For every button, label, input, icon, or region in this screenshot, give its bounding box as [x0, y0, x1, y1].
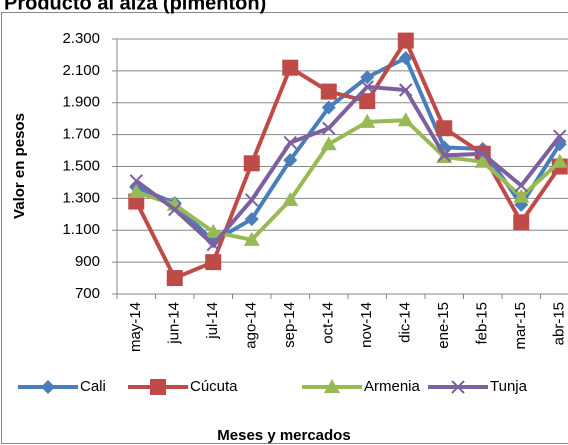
marker — [324, 379, 340, 393]
series-line — [134, 38, 562, 281]
marker — [168, 202, 182, 217]
marker — [166, 270, 183, 287]
marker — [451, 380, 465, 394]
marker — [282, 59, 299, 76]
marker — [129, 174, 143, 188]
y-tick-label: 2.100 — [62, 62, 100, 79]
x-tick-label: jun-14 — [166, 302, 183, 345]
y-tick-label: 1.500 — [62, 157, 100, 174]
marker — [41, 380, 55, 394]
marker — [399, 83, 413, 97]
x-tick-label: oct-14 — [320, 302, 337, 344]
marker — [150, 379, 166, 395]
x-tick-label: nov-14 — [358, 302, 375, 348]
marker — [205, 223, 222, 238]
x-tick-label: sep-14 — [281, 302, 298, 348]
marker — [322, 121, 336, 135]
marker — [283, 153, 298, 168]
marker — [205, 254, 222, 271]
marker — [320, 83, 337, 100]
marker — [320, 136, 337, 151]
marker — [359, 93, 376, 110]
marker — [476, 147, 490, 161]
x-tick-label: jul-14 — [204, 302, 221, 340]
marker — [283, 135, 297, 150]
marker — [243, 155, 260, 172]
y-tick-label: 900 — [75, 253, 100, 270]
marker — [360, 80, 374, 94]
marker — [551, 153, 568, 168]
x-tick-label: may-14 — [127, 302, 144, 352]
marker — [128, 184, 145, 198]
chart-frame — [1, 12, 568, 444]
marker — [398, 51, 413, 66]
x-tick-label: abr-15 — [551, 302, 568, 345]
x-tick-label: mar-15 — [512, 302, 529, 350]
x-tick-label: dic-14 — [397, 302, 414, 343]
marker — [359, 113, 376, 128]
y-tick-label: 700 — [75, 285, 100, 302]
marker — [436, 120, 453, 137]
x-axis-label: Meses y mercados — [217, 427, 350, 444]
y-tick-label: 2.300 — [62, 30, 100, 47]
legend-label: Cúcuta — [190, 378, 238, 395]
y-tick-label: 1.100 — [62, 221, 100, 238]
marker — [553, 129, 567, 143]
marker — [243, 231, 260, 246]
series-line — [135, 56, 562, 244]
x-tick-label: ene-15 — [435, 302, 452, 349]
marker — [282, 191, 299, 206]
marker — [245, 193, 259, 207]
marker — [397, 32, 414, 49]
y-tick-label: 1.300 — [62, 189, 100, 206]
marker — [514, 178, 528, 193]
chart-title: Producto al aiza (pimentón) — [4, 0, 266, 14]
marker — [513, 188, 530, 203]
marker — [397, 112, 414, 127]
y-tick-label: 1.700 — [62, 126, 100, 143]
marker — [474, 153, 491, 168]
legend-label: Tunja — [490, 378, 528, 395]
marker — [513, 214, 530, 231]
marker — [360, 70, 375, 85]
y-axis-label: Valor en pesos — [11, 113, 28, 219]
marker — [321, 100, 336, 115]
marker — [206, 237, 220, 252]
x-tick-label: ago-14 — [243, 302, 260, 349]
marker — [244, 212, 259, 227]
legend-label: Cali — [80, 378, 106, 395]
x-tick-label: feb-15 — [474, 302, 491, 345]
legend-label: Armenia — [364, 378, 421, 395]
marker — [437, 148, 451, 163]
y-tick-label: 1.900 — [62, 94, 100, 111]
